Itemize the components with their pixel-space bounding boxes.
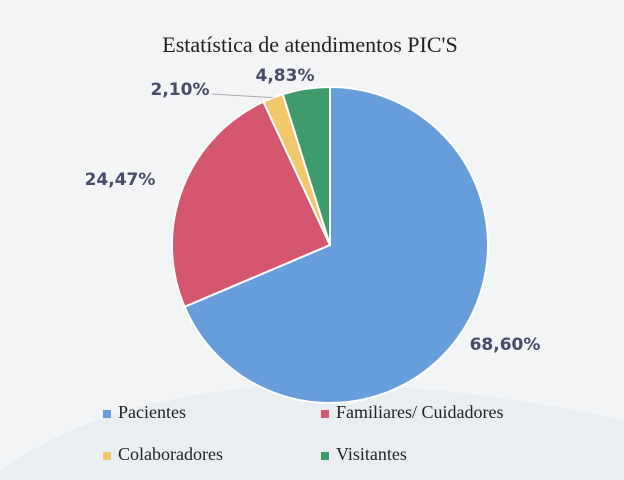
legend-marker [103,452,111,460]
data-label: 24,47% [85,170,156,190]
data-label: 68,60% [470,335,541,355]
legend-label: Colaboradores [118,444,223,464]
legend-label: Familiares/ Cuidadores [336,402,503,422]
background-swirl [0,384,624,480]
pie-slice [171,100,332,309]
legend-label: Visitantes [336,444,407,464]
legend-marker [321,452,329,460]
pie-slice [183,85,489,404]
chart-title: Estatística de atendimentos PIC'S [162,32,457,57]
legend-label: Pacientes [118,402,186,422]
data-label: 2,10% [151,80,210,100]
legend-marker [321,410,329,418]
pie-slice [281,85,331,246]
legend-marker [103,410,111,418]
data-label: 4,83% [256,66,315,86]
leader-line [211,93,273,99]
